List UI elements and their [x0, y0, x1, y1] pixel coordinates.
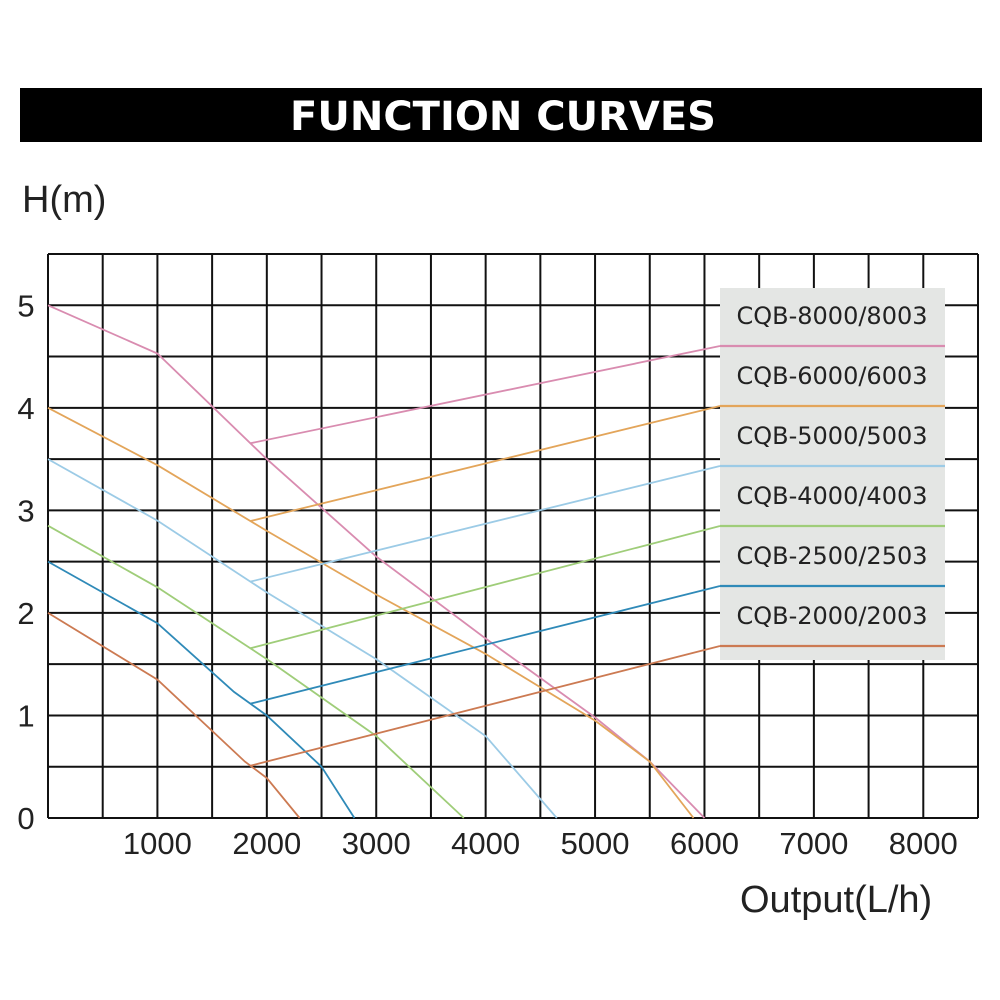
- series-leader-line-3: [250, 525, 721, 650]
- series-curve-2: [47, 458, 558, 819]
- x-axis-label: Output(L/h): [740, 879, 932, 921]
- tick-labels: 1000 2000 3000 4000 5000 6000 7000 8000 0 1 2 3 4 5: [17, 288, 957, 861]
- y-tick-label: 4: [17, 391, 34, 426]
- legend-label-4: CQB-2500/2503: [736, 542, 927, 570]
- series-leader-line-5: [250, 645, 721, 767]
- series-curve-4: [47, 560, 356, 819]
- series-leader-line-1: [250, 405, 721, 522]
- series-leader-line-0: [250, 345, 721, 445]
- title-bar: [20, 88, 982, 142]
- series-leader-line-4: [250, 585, 721, 705]
- legend-label-2: CQB-5000/5003: [736, 422, 927, 450]
- chart-title: FUNCTION CURVES: [290, 94, 716, 140]
- series-leader-line-2: [250, 465, 721, 583]
- legend: CQB-8000/8003 CQB-6000/6003 CQB-5000/5003 C…: [720, 302, 945, 648]
- x-tick-label: 5000: [561, 826, 630, 861]
- y-axis-label: H(m): [22, 179, 106, 221]
- x-tick-label: 3000: [342, 826, 411, 861]
- legend-label-3: CQB-4000/4003: [736, 482, 927, 510]
- series-curve-3: [47, 524, 465, 819]
- x-tick-label: 6000: [670, 826, 739, 861]
- x-tick-label: 8000: [889, 826, 958, 861]
- y-tick-label: 5: [17, 288, 34, 323]
- y-tick-label: 3: [17, 493, 34, 528]
- legend-background: [720, 288, 945, 660]
- y-tick-label: 1: [17, 698, 34, 733]
- legend-label-1: CQB-6000/6003: [736, 362, 927, 390]
- y-tick-label: 0: [17, 801, 34, 836]
- x-tick-label: 4000: [451, 826, 520, 861]
- series-group: [47, 304, 721, 819]
- y-tick-label: 2: [17, 596, 34, 631]
- legend-label-5: CQB-2000/2003: [736, 602, 927, 630]
- series-curve-5: [47, 612, 301, 819]
- x-tick-label: 7000: [779, 826, 848, 861]
- x-tick-label: 2000: [232, 826, 301, 861]
- series-curve-1: [47, 407, 695, 819]
- legend-box: [720, 288, 945, 660]
- legend-label-0: CQB-8000/8003: [736, 302, 927, 330]
- x-tick-label: 1000: [123, 826, 192, 861]
